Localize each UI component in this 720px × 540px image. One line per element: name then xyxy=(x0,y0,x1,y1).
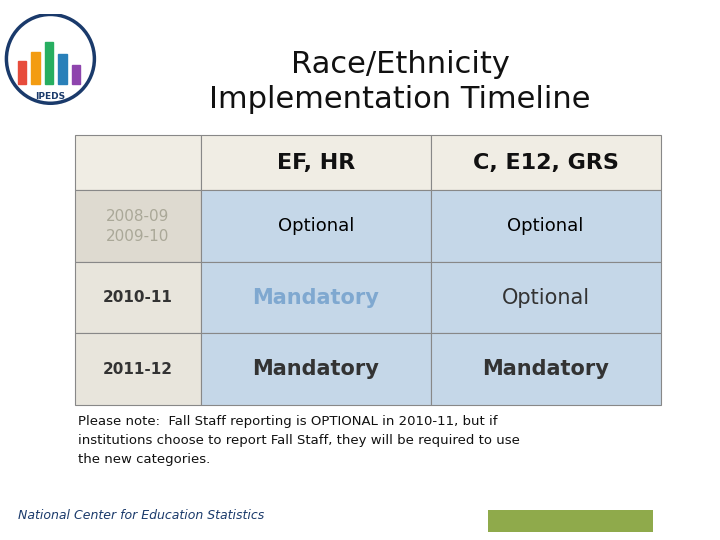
Bar xyxy=(431,334,660,405)
Bar xyxy=(488,510,653,532)
Text: C, E12, GRS: C, E12, GRS xyxy=(473,153,618,173)
Bar xyxy=(431,135,660,191)
Bar xyxy=(431,191,660,262)
Bar xyxy=(75,135,201,191)
Bar xyxy=(75,262,201,334)
Text: Mandatory: Mandatory xyxy=(252,288,379,308)
Text: 2011-12: 2011-12 xyxy=(103,362,173,377)
Bar xyxy=(31,52,40,84)
Bar xyxy=(201,135,431,191)
Bar xyxy=(201,191,431,262)
Circle shape xyxy=(10,18,91,99)
Bar xyxy=(75,334,201,405)
Bar xyxy=(45,42,53,84)
Text: EF, HR: EF, HR xyxy=(276,153,355,173)
Bar xyxy=(431,262,660,334)
Bar xyxy=(17,61,26,84)
Bar xyxy=(72,65,81,84)
Text: Mandatory: Mandatory xyxy=(252,359,379,379)
Text: Race/Ethnicity
Implementation Timeline: Race/Ethnicity Implementation Timeline xyxy=(210,50,590,114)
Text: 2010-11: 2010-11 xyxy=(103,290,173,305)
Text: Optional: Optional xyxy=(502,288,590,308)
Bar xyxy=(58,54,67,84)
Bar xyxy=(201,262,431,334)
Bar xyxy=(201,334,431,405)
Text: Mandatory: Mandatory xyxy=(482,359,609,379)
Text: Optional: Optional xyxy=(277,217,354,235)
Bar xyxy=(75,191,201,262)
Text: Optional: Optional xyxy=(508,217,584,235)
Text: 2008-09
2009-10: 2008-09 2009-10 xyxy=(107,209,170,244)
Text: IPEDS: IPEDS xyxy=(35,92,66,102)
Text: National Center for Education Statistics: National Center for Education Statistics xyxy=(18,509,264,522)
Text: Please note:  Fall Staff reporting is OPTIONAL in 2010-11, but if
institutions c: Please note: Fall Staff reporting is OPT… xyxy=(78,415,520,466)
